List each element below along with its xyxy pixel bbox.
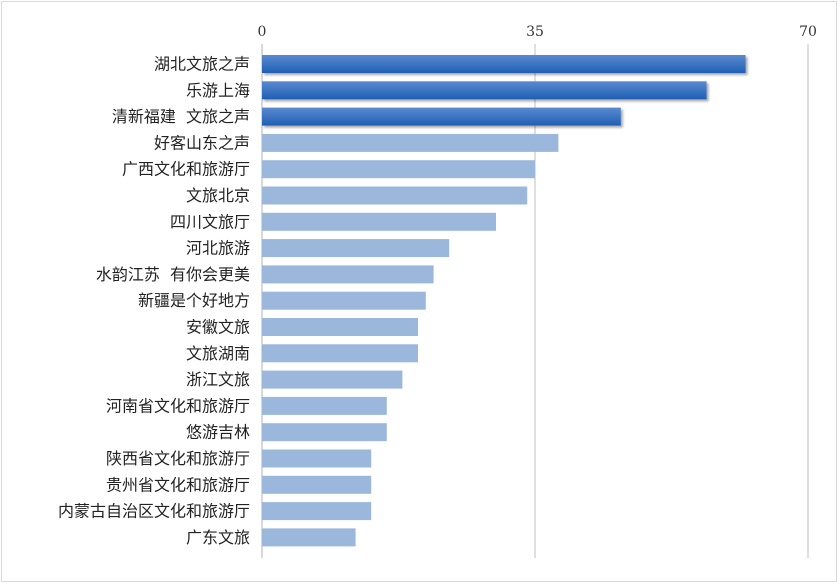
- category-label: 水韵江苏 有你会更美: [96, 265, 250, 284]
- bar: [262, 239, 450, 258]
- bar: [262, 344, 418, 363]
- bar: [262, 528, 356, 547]
- bars: [262, 55, 746, 547]
- category-label: 贵州省文化和旅游厅: [106, 475, 250, 494]
- bar: [262, 475, 372, 494]
- category-label: 广西文化和旅游厅: [122, 160, 250, 179]
- bar: [262, 212, 496, 231]
- category-label: 河南省文化和旅游厅: [106, 396, 250, 415]
- category-label: 乐游上海: [186, 81, 250, 100]
- x-tick-label: 35: [526, 24, 544, 40]
- x-tick-label: 0: [258, 24, 267, 40]
- bar: [262, 502, 372, 521]
- bar: [262, 81, 707, 100]
- category-label: 陕西省文化和旅游厅: [106, 449, 250, 468]
- category-label: 新疆是个好地方: [138, 291, 250, 310]
- category-label: 清新福建 文旅之声: [112, 107, 250, 126]
- bar: [262, 133, 559, 152]
- bar: [262, 370, 403, 389]
- bar: [262, 265, 434, 284]
- bar: [262, 423, 387, 442]
- category-label: 四川文旅厅: [170, 212, 250, 231]
- category-label: 内蒙古自治区文化和旅游厅: [58, 502, 250, 521]
- bar: [262, 55, 746, 73]
- category-label: 河北旅游: [186, 239, 250, 258]
- category-label: 安徽文旅: [186, 318, 250, 337]
- bar: [262, 186, 528, 205]
- category-label: 文旅湖南: [186, 344, 250, 363]
- x-axis-tick-labels: 0 35 70: [258, 24, 817, 40]
- bar: [262, 107, 621, 126]
- bar: [262, 160, 535, 179]
- category-label: 悠游吉林: [186, 423, 250, 442]
- x-tick-label: 70: [799, 24, 817, 40]
- bar: [262, 396, 387, 415]
- category-label: 文旅北京: [186, 186, 250, 205]
- category-label: 好客山东之声: [154, 133, 250, 152]
- category-label: 湖北文旅之声: [154, 55, 250, 74]
- bar: [262, 449, 372, 468]
- category-label: 浙江文旅: [186, 370, 250, 389]
- bar: [262, 318, 418, 336]
- bar: [262, 291, 426, 310]
- category-label: 广东文旅: [186, 528, 250, 547]
